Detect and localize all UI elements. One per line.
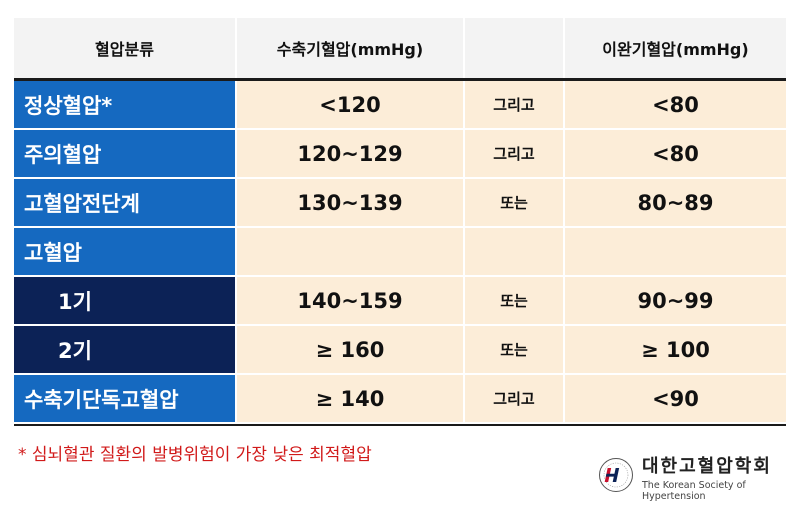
row-systolic	[235, 228, 463, 275]
header-category: 혈압분류	[14, 18, 235, 78]
table-row: 고혈압	[14, 228, 786, 277]
table-row: 고혈압전단계 130~139 또는 80~89	[14, 179, 786, 228]
row-diastolic: <80	[563, 130, 786, 177]
row-conjunction: 또는	[463, 179, 563, 226]
row-diastolic	[563, 228, 786, 275]
row-label: 고혈압	[14, 228, 235, 275]
row-systolic: 130~139	[235, 179, 463, 226]
row-label: 수축기단독고혈압	[14, 375, 235, 422]
row-diastolic: 90~99	[563, 277, 786, 324]
row-label: 정상혈압*	[14, 81, 235, 128]
row-systolic: <120	[235, 81, 463, 128]
society-logo: 대한고혈압학회 The Korean Society of Hypertensi…	[598, 452, 800, 502]
row-label: 고혈압전단계	[14, 179, 235, 226]
row-diastolic: 80~89	[563, 179, 786, 226]
row-diastolic: <80	[563, 81, 786, 128]
row-systolic: ≥ 140	[235, 375, 463, 422]
table-row: 수축기단독고혈압 ≥ 140 그리고 <90	[14, 375, 786, 424]
society-name-english: The Korean Society of Hypertension	[642, 480, 746, 502]
society-name-korean: 대한고혈압학회	[642, 456, 772, 477]
row-label: 1기	[14, 277, 235, 324]
header-diastolic: 이완기혈압(mmHg)	[563, 18, 786, 78]
table-row: 1기 140~159 또는 90~99	[14, 277, 786, 326]
row-conjunction: 또는	[463, 326, 563, 373]
row-systolic: 140~159	[235, 277, 463, 324]
row-conjunction	[463, 228, 563, 275]
table-row: 2기 ≥ 160 또는 ≥ 100	[14, 326, 786, 375]
row-label: 주의혈압	[14, 130, 235, 177]
table-row: 주의혈압 120~129 그리고 <80	[14, 130, 786, 179]
row-systolic: ≥ 160	[235, 326, 463, 373]
table-bottom-rule	[14, 424, 786, 426]
row-conjunction: 그리고	[463, 130, 563, 177]
header-conjunction	[463, 18, 563, 78]
table-row: 정상혈압* <120 그리고 <80	[14, 81, 786, 130]
row-diastolic: ≥ 100	[563, 326, 786, 373]
row-conjunction: 또는	[463, 277, 563, 324]
bp-classification-table: 혈압분류 수축기혈압(mmHg) 이완기혈압(mmHg) 정상혈압* <120 …	[14, 18, 786, 426]
row-conjunction: 그리고	[463, 81, 563, 128]
row-label: 2기	[14, 326, 235, 373]
row-systolic: 120~129	[235, 130, 463, 177]
society-emblem-icon	[598, 457, 634, 497]
header-systolic: 수축기혈압(mmHg)	[235, 18, 463, 78]
table-header: 혈압분류 수축기혈압(mmHg) 이완기혈압(mmHg)	[14, 18, 786, 81]
row-diastolic: <90	[563, 375, 786, 422]
row-conjunction: 그리고	[463, 375, 563, 422]
footnote: * 심뇌혈관 질환의 발병위험이 가장 낮은 최적혈압	[18, 445, 372, 465]
